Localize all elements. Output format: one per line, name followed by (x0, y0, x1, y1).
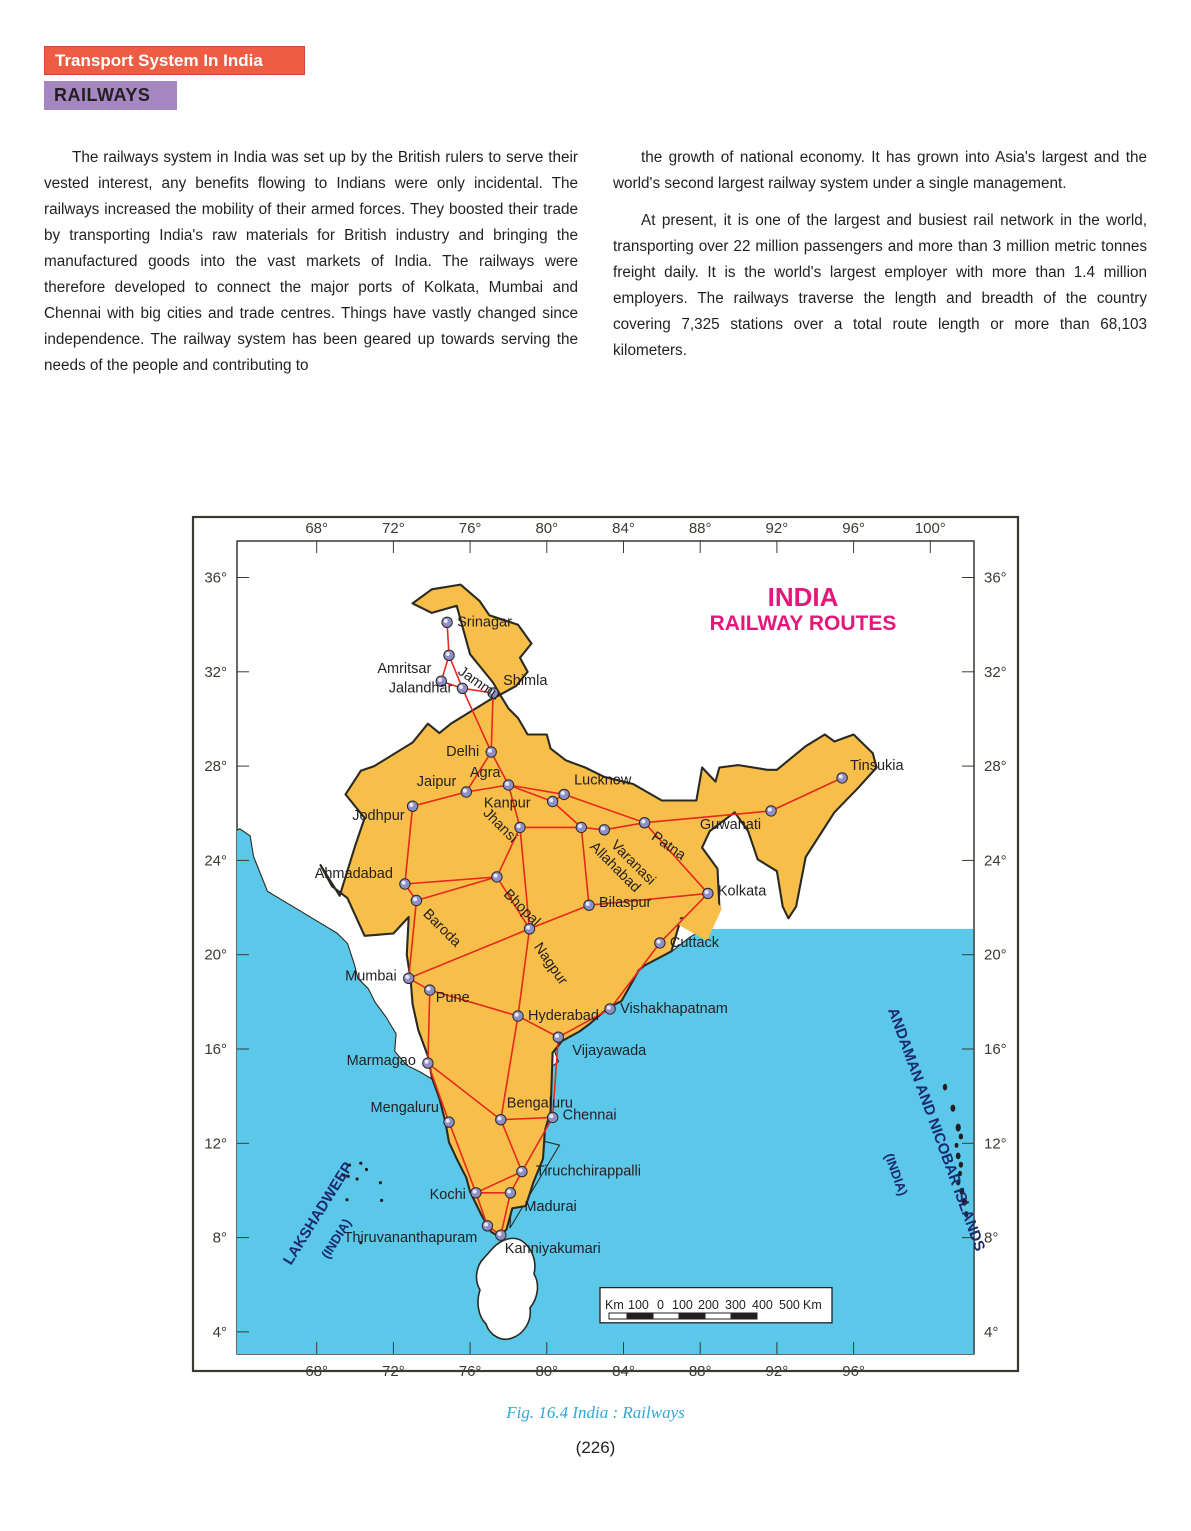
svg-text:Marmagao: Marmagao (347, 1053, 416, 1069)
svg-text:80°: 80° (535, 520, 558, 537)
svg-text:20°: 20° (204, 947, 227, 964)
svg-text:Km: Km (803, 1298, 822, 1312)
svg-text:16°: 16° (984, 1041, 1007, 1058)
svg-text:84°: 84° (612, 520, 635, 537)
svg-text:88°: 88° (689, 1363, 712, 1380)
svg-text:32°: 32° (984, 664, 1007, 681)
svg-text:Hyderabad: Hyderabad (528, 1008, 599, 1024)
svg-text:32°: 32° (204, 664, 227, 681)
svg-text:Km: Km (605, 1298, 624, 1312)
svg-text:Lucknow: Lucknow (574, 772, 632, 788)
svg-text:Kanpur: Kanpur (484, 796, 531, 812)
svg-text:Thiruvananthapuram: Thiruvananthapuram (344, 1230, 478, 1246)
svg-text:72°: 72° (382, 520, 405, 537)
svg-text:Amritsar: Amritsar (377, 661, 431, 677)
svg-text:Delhi: Delhi (446, 744, 479, 760)
svg-text:20°: 20° (984, 947, 1007, 964)
svg-text:96°: 96° (842, 1363, 865, 1380)
svg-text:12°: 12° (204, 1135, 227, 1152)
svg-text:Shimla: Shimla (503, 673, 548, 689)
svg-text:Jodhpur: Jodhpur (352, 808, 405, 824)
svg-text:Tinsukia: Tinsukia (850, 758, 904, 774)
svg-text:68°: 68° (305, 1363, 328, 1380)
svg-text:92°: 92° (766, 520, 789, 537)
svg-text:INDIA: INDIA (768, 582, 839, 612)
svg-text:24°: 24° (204, 852, 227, 869)
svg-text:100: 100 (672, 1298, 693, 1312)
svg-text:100°: 100° (915, 520, 946, 537)
svg-text:88°: 88° (689, 520, 712, 537)
svg-text:4°: 4° (213, 1324, 227, 1341)
svg-text:Guwahati: Guwahati (700, 817, 761, 833)
svg-text:Madurai: Madurai (524, 1199, 576, 1215)
svg-text:0: 0 (657, 1298, 664, 1312)
svg-text:Bilaspur: Bilaspur (599, 895, 652, 911)
svg-text:76°: 76° (459, 520, 482, 537)
svg-text:500: 500 (779, 1298, 800, 1312)
svg-text:Jalandhar: Jalandhar (389, 680, 453, 696)
svg-text:72°: 72° (382, 1363, 405, 1380)
svg-text:Vijayawada: Vijayawada (572, 1043, 647, 1059)
svg-text:92°: 92° (766, 1363, 789, 1380)
svg-text:Mengaluru: Mengaluru (370, 1100, 439, 1116)
svg-text:Kochi: Kochi (430, 1187, 466, 1203)
svg-text:4°: 4° (984, 1324, 998, 1341)
svg-text:24°: 24° (984, 852, 1007, 869)
svg-text:100: 100 (628, 1298, 649, 1312)
svg-text:12°: 12° (984, 1135, 1007, 1152)
svg-text:84°: 84° (612, 1363, 635, 1380)
svg-text:68°: 68° (305, 520, 328, 537)
svg-text:8°: 8° (213, 1230, 227, 1247)
svg-text:Tiruchchirappalli: Tiruchchirappalli (536, 1164, 641, 1180)
svg-text:200: 200 (698, 1298, 719, 1312)
svg-text:Kanniyakumari: Kanniyakumari (505, 1241, 601, 1257)
svg-text:96°: 96° (842, 520, 865, 537)
svg-text:400: 400 (752, 1298, 773, 1312)
svg-text:80°: 80° (535, 1363, 558, 1380)
svg-text:28°: 28° (204, 758, 227, 775)
svg-text:36°: 36° (984, 570, 1007, 587)
svg-text:Jaipur: Jaipur (417, 774, 457, 790)
svg-text:Srinagar: Srinagar (457, 614, 512, 630)
svg-text:RAILWAY ROUTES: RAILWAY ROUTES (710, 612, 897, 635)
svg-text:300: 300 (725, 1298, 746, 1312)
svg-text:Chennai: Chennai (563, 1107, 617, 1123)
svg-text:Agra: Agra (470, 765, 502, 781)
svg-text:Vishakhapatnam: Vishakhapatnam (620, 1001, 728, 1017)
svg-text:Pune: Pune (436, 990, 470, 1006)
svg-text:28°: 28° (984, 758, 1007, 775)
svg-text:76°: 76° (459, 1363, 482, 1380)
svg-text:Ahmadabad: Ahmadabad (315, 866, 393, 882)
svg-text:36°: 36° (204, 570, 227, 587)
svg-text:Kolkata: Kolkata (718, 883, 767, 899)
svg-text:Mumbai: Mumbai (345, 968, 397, 984)
svg-text:Cuttack: Cuttack (670, 935, 720, 951)
svg-text:16°: 16° (204, 1041, 227, 1058)
